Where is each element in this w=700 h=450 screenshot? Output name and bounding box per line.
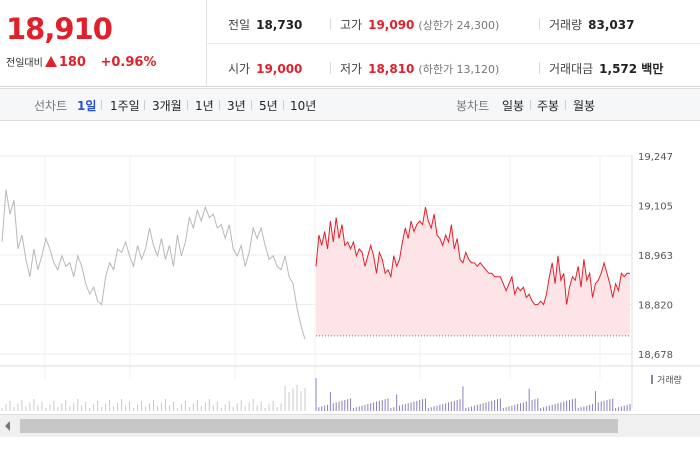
today-price-area	[316, 207, 630, 336]
current-price: 18,910	[6, 12, 113, 46]
volume-legend-marker	[651, 375, 653, 384]
period-tab-1d[interactable]: 1일	[77, 99, 97, 113]
candle-tab-daily[interactable]: 일봉	[502, 99, 525, 113]
chart-scrollbar[interactable]	[0, 414, 700, 437]
period-tab-1w[interactable]: 1주일	[110, 99, 140, 113]
y-tick-label: 18,820	[638, 301, 673, 312]
scroll-left-arrow-icon[interactable]	[5, 421, 10, 431]
volume: 거래량 83,037	[549, 18, 635, 32]
period-tab-5y[interactable]: 5년	[259, 99, 278, 113]
period-tab-10y[interactable]: 10년	[290, 99, 317, 113]
price-summary: 18,910 전일대비 180 +0.96%	[0, 0, 207, 86]
y-tick-label: 18,678	[638, 350, 673, 361]
candle-tab-weekly[interactable]: 주봉	[537, 99, 560, 113]
day-high: 고가 19,090 (상한가 24,300)	[340, 18, 500, 32]
chart-toolbar: 선차트 1일 1주일 3개월 1년 3년 5년 10년 봉차트 일봉 주봉 월봉	[0, 88, 700, 121]
period-tab-3y[interactable]: 3년	[227, 99, 246, 113]
trade-amount: 거래대금 1,572 백만	[549, 62, 664, 76]
period-tab-3m[interactable]: 3개월	[152, 99, 182, 113]
change-label: 전일대비	[6, 58, 43, 69]
day-low: 저가 18,810 (하한가 13,120)	[340, 62, 500, 76]
candle-chart-label: 봉차트	[456, 99, 490, 113]
y-tick-label: 19,105	[638, 202, 673, 213]
intraday-price-chart[interactable]: 19,247 19,105 18,963 18,820 18,678 거래량	[0, 124, 700, 414]
volume-legend-label: 거래량	[657, 374, 682, 386]
line-chart-label: 선차트	[34, 99, 68, 113]
y-tick-label: 18,963	[638, 251, 673, 262]
today-price-line	[315, 207, 630, 306]
prev-day-price-line	[1, 189, 306, 340]
quote-panel: 18,910 전일대비 180 +0.96% 전일 18,730 고가 19,090(…	[0, 0, 700, 87]
change-value: 180	[58, 55, 86, 70]
price-change: 전일대비 180 +0.96%	[6, 54, 156, 70]
open-price: 시가 19,000	[228, 62, 303, 76]
prev-close: 전일 18,730	[228, 18, 303, 32]
change-percent: +0.96%	[100, 55, 157, 70]
scrollbar-thumb[interactable]	[20, 419, 618, 433]
up-triangle-icon	[44, 56, 57, 67]
candle-tab-monthly[interactable]: 월봉	[573, 99, 596, 113]
y-tick-label: 19,247	[638, 152, 673, 163]
period-tab-1y[interactable]: 1년	[195, 99, 214, 113]
